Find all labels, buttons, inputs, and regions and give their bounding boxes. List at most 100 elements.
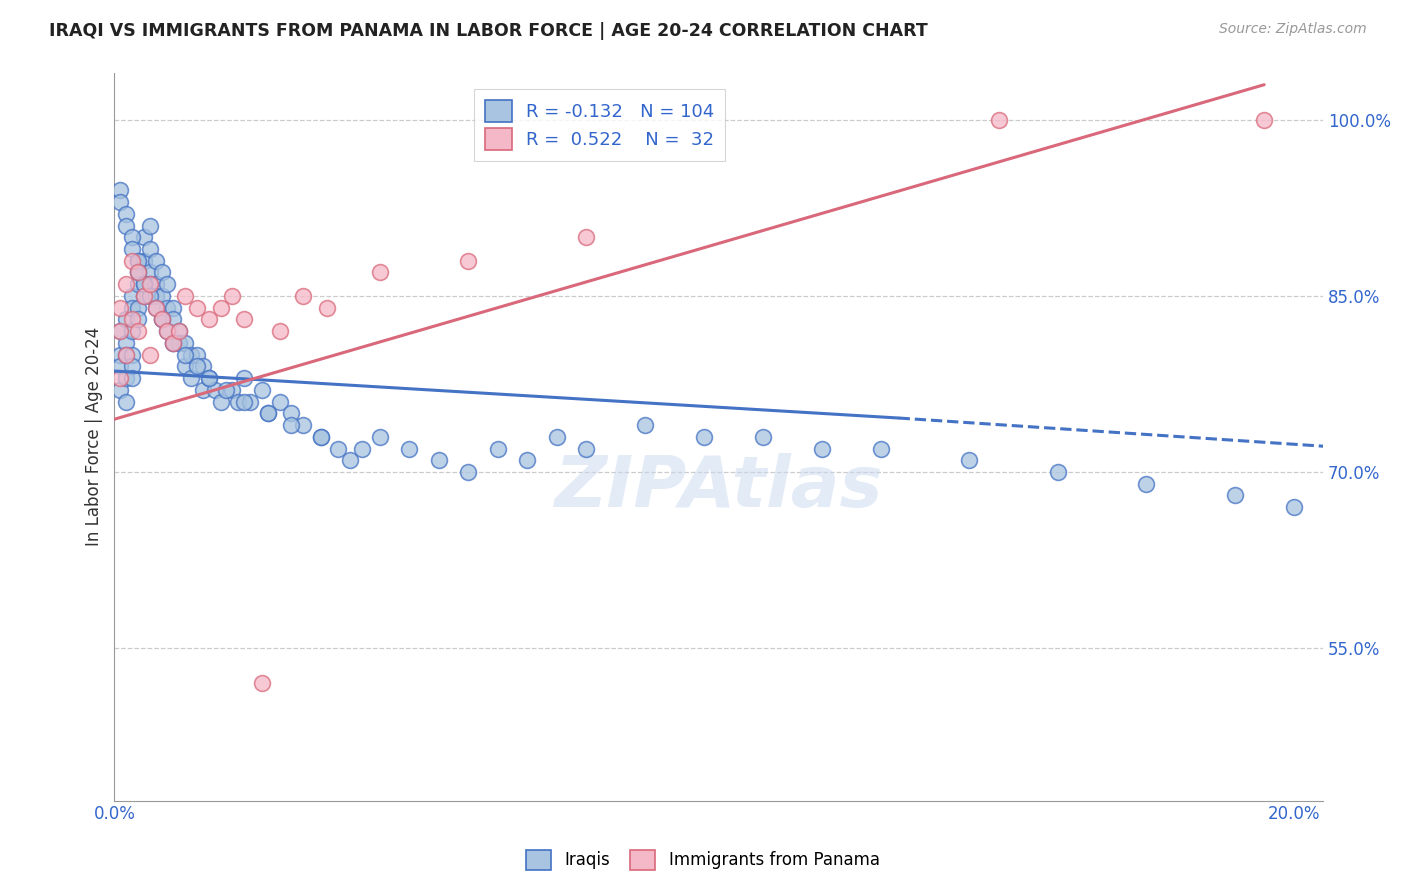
Point	[180, 371, 202, 385]
Point	[115, 371, 138, 385]
Point	[1223, 488, 1246, 502]
Point	[150, 312, 173, 326]
Point	[110, 383, 132, 397]
Point	[127, 324, 149, 338]
Point	[132, 289, 155, 303]
Point	[486, 442, 509, 456]
Point	[139, 265, 162, 279]
Point	[121, 312, 143, 326]
Point	[368, 430, 391, 444]
Point	[575, 230, 598, 244]
Point	[280, 406, 302, 420]
Point	[110, 359, 132, 374]
Point	[186, 359, 208, 374]
Point	[352, 442, 374, 456]
Text: Source: ZipAtlas.com: Source: ZipAtlas.com	[1219, 22, 1367, 37]
Point	[186, 348, 208, 362]
Point	[110, 301, 132, 315]
Point	[110, 195, 132, 210]
Point	[169, 335, 191, 350]
Point	[121, 301, 143, 315]
Point	[121, 242, 143, 256]
Point	[250, 676, 273, 690]
Point	[162, 301, 184, 315]
Point	[233, 312, 256, 326]
Point	[121, 230, 143, 244]
Point	[132, 289, 155, 303]
Point	[121, 253, 143, 268]
Point	[256, 406, 278, 420]
Point	[368, 265, 391, 279]
Point	[457, 465, 479, 479]
Point	[145, 301, 167, 315]
Point	[197, 371, 219, 385]
Point	[1282, 500, 1305, 515]
Point	[269, 324, 291, 338]
Point	[115, 348, 138, 362]
Point	[174, 289, 197, 303]
Point	[162, 335, 184, 350]
Point	[121, 371, 143, 385]
Point	[139, 219, 162, 233]
Point	[115, 348, 138, 362]
Point	[115, 312, 138, 326]
Point	[309, 430, 332, 444]
Point	[752, 430, 775, 444]
Point	[132, 230, 155, 244]
Point	[209, 394, 232, 409]
Legend: R = -0.132   N = 104, R =  0.522    N =  32: R = -0.132 N = 104, R = 0.522 N = 32	[474, 89, 725, 161]
Point	[233, 371, 256, 385]
Point	[339, 453, 361, 467]
Point	[132, 277, 155, 292]
Legend: Iraqis, Immigrants from Panama: Iraqis, Immigrants from Panama	[520, 843, 886, 877]
Point	[110, 348, 132, 362]
Point	[150, 312, 173, 326]
Point	[957, 453, 980, 467]
Point	[221, 383, 243, 397]
Point	[139, 277, 162, 292]
Point	[127, 265, 149, 279]
Point	[197, 371, 219, 385]
Point	[127, 277, 149, 292]
Point	[191, 359, 214, 374]
Point	[150, 265, 173, 279]
Point	[328, 442, 350, 456]
Point	[145, 289, 167, 303]
Point	[693, 430, 716, 444]
Point	[127, 253, 149, 268]
Point	[145, 253, 167, 268]
Point	[516, 453, 538, 467]
Point	[575, 442, 598, 456]
Point	[150, 312, 173, 326]
Point	[634, 418, 657, 433]
Point	[139, 277, 162, 292]
Point	[115, 207, 138, 221]
Point	[121, 289, 143, 303]
Point	[139, 242, 162, 256]
Point	[174, 335, 197, 350]
Point	[156, 277, 179, 292]
Point	[811, 442, 834, 456]
Point	[127, 301, 149, 315]
Point	[309, 430, 332, 444]
Point	[239, 394, 262, 409]
Point	[256, 406, 278, 420]
Point	[162, 312, 184, 326]
Point	[398, 442, 420, 456]
Point	[250, 383, 273, 397]
Point	[987, 112, 1010, 127]
Point	[1253, 112, 1275, 127]
Point	[280, 418, 302, 433]
Point	[315, 301, 337, 315]
Point	[110, 324, 132, 338]
Text: IRAQI VS IMMIGRANTS FROM PANAMA IN LABOR FORCE | AGE 20-24 CORRELATION CHART: IRAQI VS IMMIGRANTS FROM PANAMA IN LABOR…	[49, 22, 928, 40]
Point	[1135, 476, 1157, 491]
Point	[292, 418, 315, 433]
Point	[139, 348, 162, 362]
Point	[162, 335, 184, 350]
Point	[174, 359, 197, 374]
Point	[127, 253, 149, 268]
Point	[115, 335, 138, 350]
Point	[221, 289, 243, 303]
Point	[427, 453, 450, 467]
